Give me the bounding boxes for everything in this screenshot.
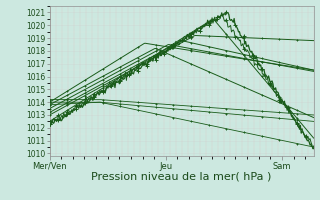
X-axis label: Pression niveau de la mer( hPa ): Pression niveau de la mer( hPa ) xyxy=(92,172,272,182)
